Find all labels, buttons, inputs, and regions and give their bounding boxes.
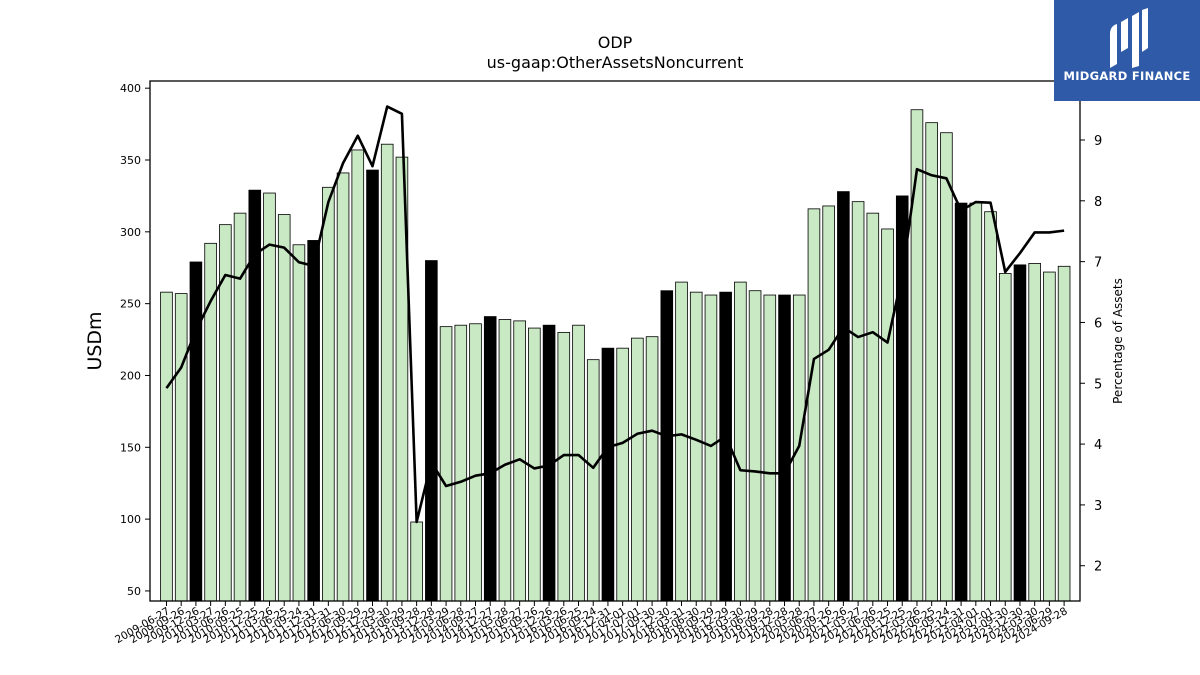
bar — [454, 324, 468, 602]
bar — [969, 202, 983, 602]
bar — [998, 273, 1012, 602]
y-tick-label: 300 — [120, 226, 141, 239]
y-tick-label: 200 — [120, 369, 141, 382]
bar — [704, 294, 718, 602]
y-tick-label: 250 — [120, 298, 141, 311]
y2-axis-label: Percentage of Assets — [1111, 278, 1125, 404]
bars-layer — [160, 109, 1071, 602]
bar — [204, 242, 217, 602]
chart-subtitle: us-gaap:OtherAssetsNoncurrent — [487, 53, 744, 72]
bar — [160, 291, 173, 602]
logo-mark-icon — [1110, 8, 1148, 68]
y2-tick-label: 3 — [1094, 499, 1102, 514]
bar — [498, 319, 512, 602]
y-tick-label: 400 — [120, 82, 141, 95]
bar — [616, 347, 629, 602]
bar — [631, 337, 644, 602]
bar — [895, 195, 909, 602]
bar — [366, 169, 379, 602]
bar — [807, 208, 821, 602]
y-tick-label: 350 — [120, 154, 141, 167]
bar — [174, 293, 188, 602]
bar — [557, 331, 571, 602]
y2-tick-label: 6 — [1094, 316, 1102, 331]
y-tick-label: 100 — [120, 513, 141, 526]
bar — [469, 323, 482, 602]
bar — [748, 290, 762, 602]
bar — [277, 214, 291, 602]
bar — [734, 281, 747, 602]
bar — [410, 521, 423, 602]
bar — [263, 192, 276, 602]
bar — [572, 324, 585, 602]
bar — [1043, 271, 1056, 602]
y-tick-label: 150 — [120, 441, 141, 454]
bar — [292, 244, 306, 602]
y2-tick-label: 9 — [1094, 134, 1102, 149]
bar — [351, 149, 365, 602]
bar — [822, 205, 835, 602]
bar — [322, 186, 335, 602]
bar — [307, 240, 320, 602]
axes-layer: 50100150200250300350400234567892009-06-2… — [113, 80, 1102, 646]
percentage-of-assets-line — [165, 105, 1065, 524]
y2-tick-label: 4 — [1094, 438, 1102, 453]
bar — [1057, 265, 1071, 602]
bar — [954, 202, 968, 602]
bar — [925, 122, 938, 602]
bar — [866, 212, 880, 602]
y2-tick-label: 5 — [1094, 377, 1102, 392]
logo-text: MIDGARD FINANCE — [1063, 69, 1191, 83]
y-axis-label: USDm — [84, 311, 106, 370]
bar — [601, 347, 615, 602]
bar — [189, 261, 203, 602]
bar — [675, 281, 688, 602]
bar — [851, 201, 865, 602]
bar — [778, 294, 791, 602]
bar — [763, 294, 777, 602]
y2-tick-label: 8 — [1094, 195, 1102, 210]
bar — [586, 359, 600, 602]
y-tick-label: 50 — [127, 585, 141, 598]
chart-title: ODP — [598, 33, 633, 52]
bar — [1013, 264, 1027, 602]
y2-tick-label: 7 — [1094, 256, 1102, 271]
percentage-line-layer — [165, 105, 1065, 524]
plot-frame — [149, 80, 1081, 602]
bar — [881, 228, 894, 602]
bar — [439, 326, 453, 602]
y2-tick-label: 2 — [1094, 560, 1102, 575]
bar — [984, 211, 997, 602]
bar — [837, 191, 850, 602]
brand-logo: MIDGARD FINANCE — [1054, 0, 1200, 101]
bar — [689, 291, 703, 602]
bar — [425, 260, 438, 602]
bar — [645, 336, 659, 602]
bar — [336, 172, 350, 602]
bar — [940, 132, 953, 602]
bar — [660, 290, 674, 602]
bar — [910, 109, 924, 602]
bar — [1028, 263, 1041, 602]
bar — [380, 143, 394, 602]
bar — [483, 316, 497, 602]
